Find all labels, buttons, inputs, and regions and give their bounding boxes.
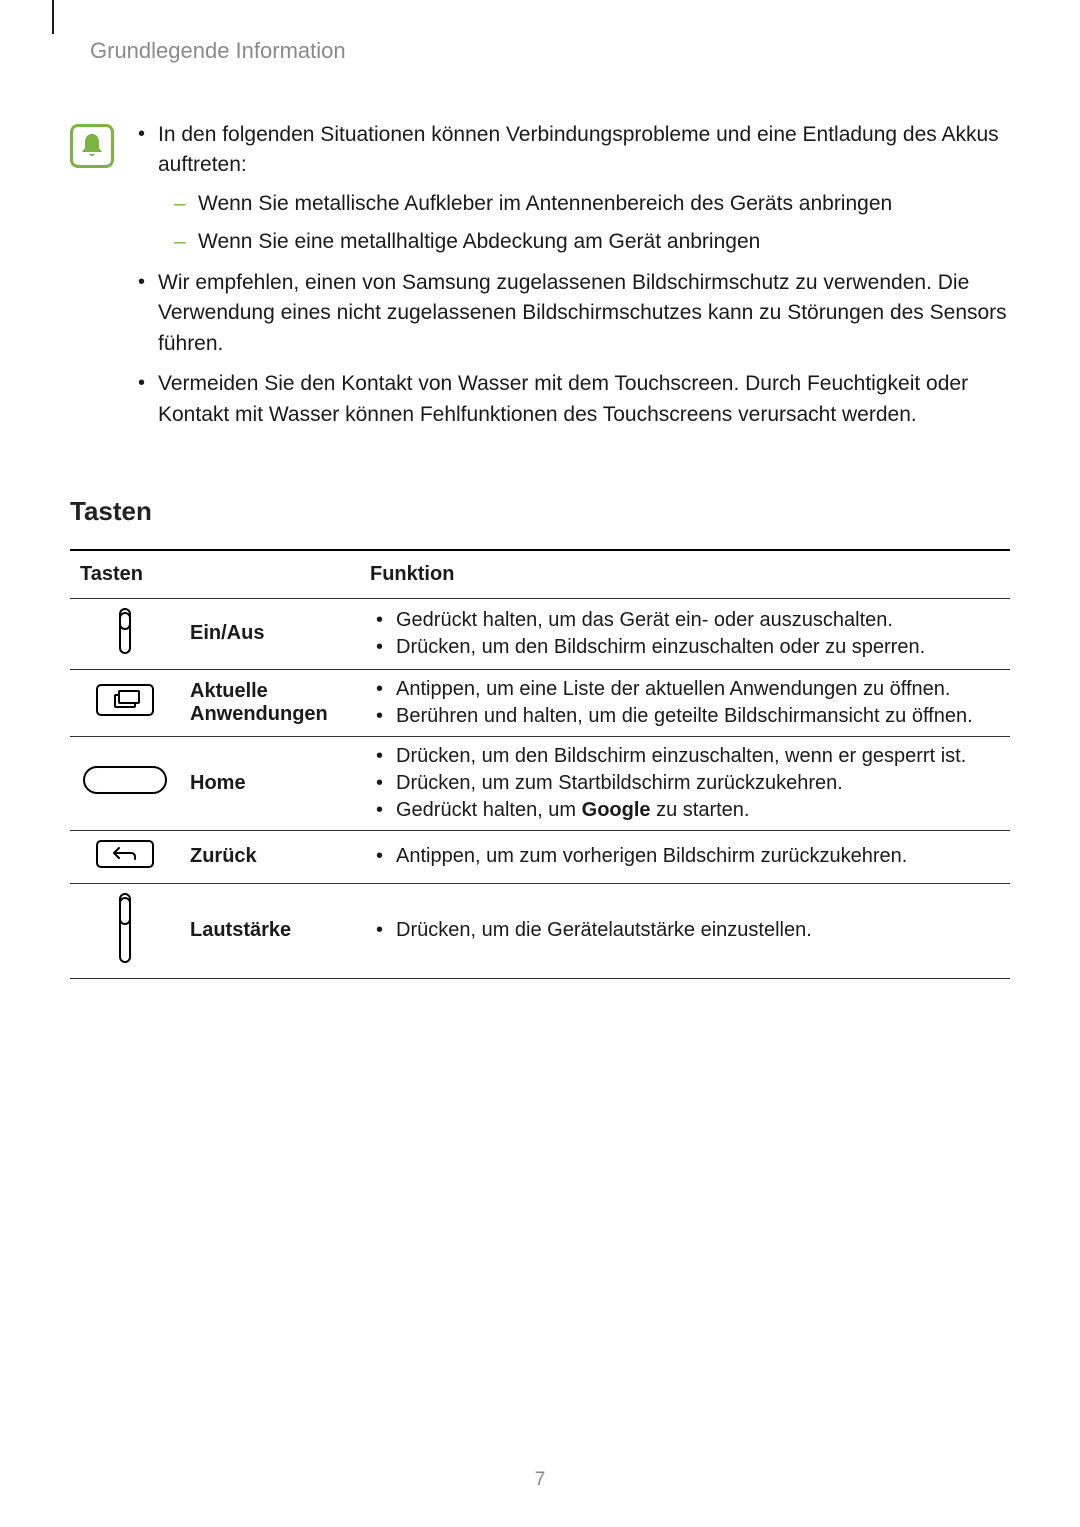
notice-sublist: Wenn Sie metallische Aufkleber im Antenn…: [158, 189, 1010, 258]
running-head: Grundlegende Information: [90, 38, 1010, 64]
key-label: Lautstärke: [180, 883, 360, 978]
notice-body: In den folgenden Situationen können Verb…: [132, 120, 1010, 440]
table-row: Lautstärke Drücken, um die Gerätelautstä…: [70, 883, 1010, 978]
table-row: Home Drücken, um den Bildschirm einzusch…: [70, 736, 1010, 830]
key-label: Zurück: [180, 830, 360, 883]
function-item: Drücken, um den Bildschirm einzuschalten…: [370, 745, 1000, 768]
function-item: Antippen, um zum vorherigen Bildschirm z…: [370, 845, 1000, 868]
table-row: Aktuelle Anwendungen Antippen, um eine L…: [70, 669, 1010, 736]
table-row: Zurück Antippen, um zum vorherigen Bilds…: [70, 830, 1010, 883]
table-row: Ein/Aus Gedrückt halten, um das Gerät ei…: [70, 598, 1010, 669]
table-header: Tasten: [70, 550, 360, 599]
notice-item: Wir empfehlen, einen von Samsung zugelas…: [132, 268, 1010, 359]
function-item: Berühren und halten, um die geteilte Bil…: [370, 705, 1000, 728]
notice-block: In den folgenden Situationen können Verb…: [70, 120, 1010, 440]
key-label: Aktuelle Anwendungen: [180, 669, 360, 736]
key-label: Ein/Aus: [180, 598, 360, 669]
key-functions: Antippen, um eine Liste der aktuellen An…: [360, 669, 1010, 736]
table-header-row: Tasten Funktion: [70, 550, 1010, 599]
back-button-icon: [70, 830, 180, 883]
function-item: Gedrückt halten, um Google zu starten.: [370, 799, 1000, 822]
keys-table: Tasten Funktion Ein/Aus Gedrückt halten,…: [70, 549, 1010, 979]
volume-button-icon: [70, 883, 180, 978]
notice-bullets: In den folgenden Situationen können Verb…: [132, 120, 1010, 430]
key-functions: Antippen, um zum vorherigen Bildschirm z…: [360, 830, 1010, 883]
key-functions: Gedrückt halten, um das Gerät ein- oder …: [360, 598, 1010, 669]
table-header: Funktion: [360, 550, 1010, 599]
notice-subitem: Wenn Sie metallische Aufkleber im Antenn…: [158, 189, 1010, 219]
function-item: Antippen, um eine Liste der aktuellen An…: [370, 678, 1000, 701]
page-content: Grundlegende Information In den folgende…: [0, 0, 1080, 979]
crop-mark: [52, 0, 54, 34]
page-number: 7: [0, 1469, 1080, 1491]
function-item: Drücken, um die Gerätelautstärke einzust…: [370, 919, 1000, 942]
recent-apps-icon: [70, 669, 180, 736]
key-functions: Drücken, um den Bildschirm einzuschalten…: [360, 736, 1010, 830]
function-item: Drücken, um den Bildschirm einzuschalten…: [370, 636, 1000, 659]
notice-item: In den folgenden Situationen können Verb…: [132, 120, 1010, 258]
bell-icon: [70, 124, 114, 168]
power-button-icon: [70, 598, 180, 669]
function-item: Gedrückt halten, um das Gerät ein- oder …: [370, 609, 1000, 632]
key-functions: Drücken, um die Gerätelautstärke einzust…: [360, 883, 1010, 978]
key-label: Home: [180, 736, 360, 830]
notice-subitem: Wenn Sie eine metallhaltige Abdeckung am…: [158, 227, 1010, 257]
function-item: Drücken, um zum Startbildschirm zurückzu…: [370, 772, 1000, 795]
home-button-icon: [70, 736, 180, 830]
notice-item: Vermeiden Sie den Kontakt von Wasser mit…: [132, 369, 1010, 430]
section-title: Tasten: [70, 496, 1010, 527]
notice-text: In den folgenden Situationen können Verb…: [158, 123, 999, 176]
